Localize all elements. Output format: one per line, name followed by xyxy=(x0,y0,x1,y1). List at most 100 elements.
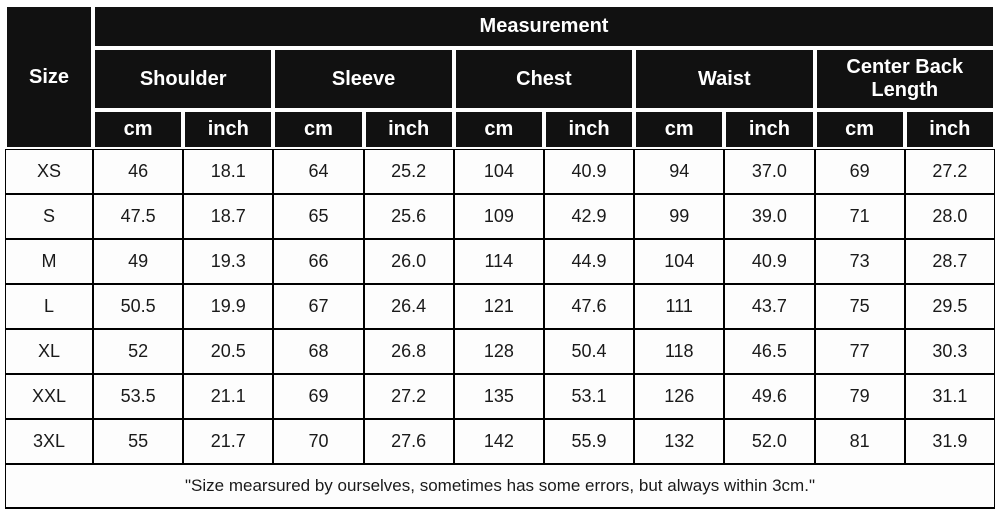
value-cell: 52 xyxy=(93,329,184,374)
unit-header-inch: inch xyxy=(543,110,635,149)
size-column-header: Size xyxy=(5,5,93,149)
value-cell: 46.5 xyxy=(724,329,815,374)
value-cell: 69 xyxy=(273,374,364,419)
size-row-l: L 50.5 19.9 67 26.4 121 47.6 111 43.7 75 29.5 xyxy=(5,284,995,329)
value-cell: 30.3 xyxy=(904,329,995,374)
measurement-header-row: Size Measurement xyxy=(5,5,995,149)
value-cell: 55 xyxy=(93,419,184,464)
value-cell: 111 xyxy=(634,284,725,329)
size-label: XS xyxy=(5,149,93,194)
value-cell: 37.0 xyxy=(724,149,815,194)
value-cell: 52.0 xyxy=(724,419,815,464)
value-cell: 70 xyxy=(273,419,364,464)
size-label: XXL xyxy=(5,374,93,419)
value-cell: 128 xyxy=(453,329,544,374)
measurement-header: Measurement xyxy=(93,5,995,48)
value-cell: 142 xyxy=(453,419,544,464)
unit-header-cm: cm xyxy=(814,110,905,149)
value-cell: 94 xyxy=(634,149,725,194)
size-row-3xl: 3XL 55 21.7 70 27.6 142 55.9 132 52.0 81 31.9 xyxy=(5,419,995,464)
value-cell: 27.6 xyxy=(363,419,454,464)
value-cell: 64 xyxy=(273,149,364,194)
value-cell: 47.6 xyxy=(543,284,635,329)
group-header-waist: Waist xyxy=(634,48,815,110)
value-cell: 50.5 xyxy=(93,284,184,329)
value-cell: 75 xyxy=(814,284,905,329)
value-cell: 67 xyxy=(273,284,364,329)
value-cell: 104 xyxy=(634,239,725,284)
unit-header-cm: cm xyxy=(453,110,544,149)
value-cell: 26.8 xyxy=(363,329,454,374)
unit-header-cm: cm xyxy=(634,110,725,149)
value-cell: 46 xyxy=(93,149,184,194)
value-cell: 18.7 xyxy=(183,194,274,239)
value-cell: 68 xyxy=(273,329,364,374)
value-cell: 19.9 xyxy=(183,284,274,329)
value-cell: 49.6 xyxy=(724,374,815,419)
size-row-m: M 49 19.3 66 26.0 114 44.9 104 40.9 73 28.7 xyxy=(5,239,995,284)
value-cell: 26.0 xyxy=(363,239,454,284)
value-cell: 71 xyxy=(814,194,905,239)
value-cell: 29.5 xyxy=(904,284,995,329)
value-cell: 49 xyxy=(93,239,184,284)
footnote-row: "Size mearsured by ourselves, sometimes … xyxy=(5,464,995,509)
value-cell: 25.6 xyxy=(363,194,454,239)
value-cell: 31.9 xyxy=(904,419,995,464)
value-cell: 44.9 xyxy=(543,239,635,284)
value-cell: 28.7 xyxy=(904,239,995,284)
value-cell: 132 xyxy=(634,419,725,464)
value-cell: 18.1 xyxy=(183,149,274,194)
unit-header-cm: cm xyxy=(273,110,364,149)
value-cell: 66 xyxy=(273,239,364,284)
value-cell: 27.2 xyxy=(904,149,995,194)
value-cell: 21.7 xyxy=(183,419,274,464)
value-cell: 109 xyxy=(453,194,544,239)
value-cell: 39.0 xyxy=(724,194,815,239)
size-row-xxl: XXL 53.5 21.1 69 27.2 135 53.1 126 49.6 79 31.1 xyxy=(5,374,995,419)
value-cell: 50.4 xyxy=(543,329,635,374)
unit-header-inch: inch xyxy=(904,110,995,149)
value-cell: 43.7 xyxy=(724,284,815,329)
value-cell: 135 xyxy=(453,374,544,419)
value-cell: 19.3 xyxy=(183,239,274,284)
value-cell: 69 xyxy=(814,149,905,194)
unit-header-inch: inch xyxy=(363,110,454,149)
value-cell: 73 xyxy=(814,239,905,284)
value-cell: 118 xyxy=(634,329,725,374)
group-header-chest: Chest xyxy=(453,48,635,110)
group-header-row: Shoulder Sleeve Chest Waist Center Back Leng… xyxy=(5,48,995,110)
footnote: "Size mearsured by ourselves, sometimes … xyxy=(5,464,995,509)
value-cell: 25.2 xyxy=(363,149,454,194)
value-cell: 21.1 xyxy=(183,374,274,419)
value-cell: 55.9 xyxy=(543,419,635,464)
size-label: S xyxy=(5,194,93,239)
value-cell: 77 xyxy=(814,329,905,374)
value-cell: 81 xyxy=(814,419,905,464)
value-cell: 53.5 xyxy=(93,374,184,419)
unit-header-row: cm inch cm inch cm inch cm inch cm inch xyxy=(5,110,995,149)
unit-header-cm: cm xyxy=(93,110,184,149)
value-cell: 53.1 xyxy=(543,374,635,419)
unit-header-inch: inch xyxy=(183,110,274,149)
value-cell: 26.4 xyxy=(363,284,454,329)
value-cell: 104 xyxy=(453,149,544,194)
value-cell: 79 xyxy=(814,374,905,419)
size-row-xl: XL 52 20.5 68 26.8 128 50.4 118 46.5 77 30.3 xyxy=(5,329,995,374)
size-chart-table: Size Measurement Shoulder Sleeve Chest Wais… xyxy=(5,5,995,509)
value-cell: 126 xyxy=(634,374,725,419)
value-cell: 42.9 xyxy=(543,194,635,239)
value-cell: 20.5 xyxy=(183,329,274,374)
value-cell: 99 xyxy=(634,194,725,239)
group-header-center-back-length: Center Back Length xyxy=(814,48,995,110)
value-cell: 27.2 xyxy=(363,374,454,419)
size-label: XL xyxy=(5,329,93,374)
value-cell: 47.5 xyxy=(93,194,184,239)
value-cell: 114 xyxy=(453,239,544,284)
value-cell: 28.0 xyxy=(904,194,995,239)
size-label: M xyxy=(5,239,93,284)
size-label: 3XL xyxy=(5,419,93,464)
value-cell: 40.9 xyxy=(724,239,815,284)
value-cell: 31.1 xyxy=(904,374,995,419)
size-row-s: S 47.5 18.7 65 25.6 109 42.9 99 39.0 71 28.0 xyxy=(5,194,995,239)
